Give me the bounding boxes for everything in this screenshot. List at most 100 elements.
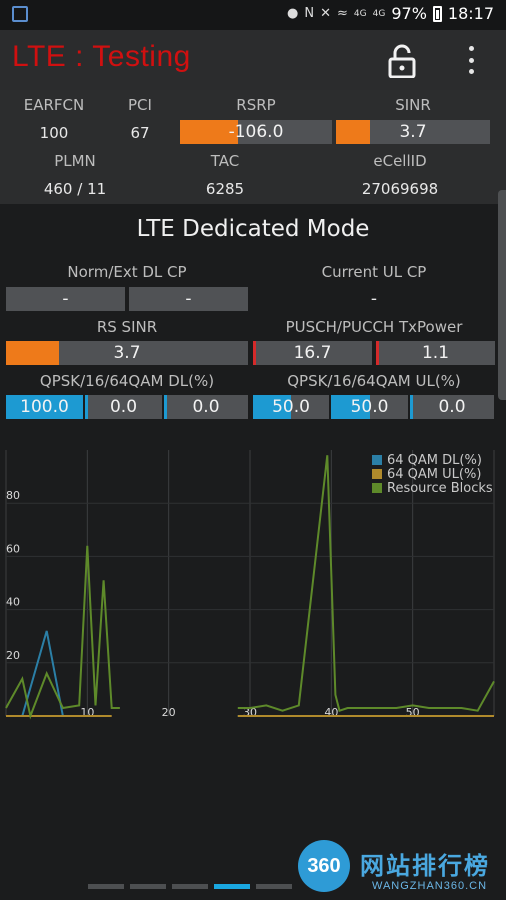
page-dot[interactable] — [88, 884, 124, 889]
x-tick-label: 20 — [162, 706, 176, 719]
y-tick-label: 20 — [6, 649, 20, 662]
page-dot[interactable] — [172, 884, 208, 889]
dl-qpsk-bar-fill — [6, 395, 83, 419]
nfc-icon: N — [304, 6, 315, 21]
series-line — [237, 455, 495, 712]
ul-qpsk-value: 50.0 — [272, 397, 310, 417]
unlock-icon[interactable] — [388, 44, 416, 78]
plmn-label: PLMN — [54, 152, 96, 170]
series-line — [5, 545, 120, 720]
page-dot[interactable] — [130, 884, 166, 889]
plmn-value: 460 / 11 — [43, 180, 107, 198]
more-vert-icon[interactable] — [462, 46, 480, 74]
tac-value: 6285 — [205, 180, 245, 198]
rs-sinr-bar-fill — [6, 341, 60, 365]
ul-64qam-value: 0.0 — [438, 397, 466, 417]
watermark-title: 网站排行榜 — [360, 853, 490, 880]
pucch-power-bar: 1.1 — [376, 341, 495, 365]
ul-64qam-bar: 0.0 — [410, 395, 494, 419]
dl-16qam-bar: 0.0 — [85, 395, 162, 419]
status-icons: ● N ✕ ≈ 4G 4G 97% 18:17 — [287, 4, 494, 23]
y-tick-label: 40 — [6, 596, 20, 609]
norm-ext-dl-cp-label: Norm/Ext DL CP — [67, 263, 187, 281]
current-ul-cp-label: Current UL CP — [321, 263, 427, 281]
norm-ext-value-2: - — [185, 289, 192, 309]
legend-swatch — [372, 469, 382, 479]
current-ul-cp-value: - — [370, 289, 378, 309]
pucch-marker — [376, 341, 379, 365]
ul-qpsk-bar-fill — [253, 395, 291, 419]
signal-4g-icon: 4G — [372, 8, 386, 19]
norm-ext-bar-2: - — [129, 287, 248, 311]
ul-64qam-marker — [410, 395, 413, 419]
dl-64qam-marker — [164, 395, 167, 419]
rs-sinr-label: RS SINR — [96, 318, 158, 336]
dl-16qam-value: 0.0 — [109, 397, 138, 417]
app-bar: LTE : Testing — [0, 30, 506, 90]
y-tick-label: 80 — [6, 489, 20, 502]
legend-entry: Resource Blocks — [387, 481, 493, 496]
legend-swatch — [372, 455, 382, 465]
dl-qpsk-bar: 100.0 — [6, 395, 83, 419]
throughput-chart: 20 40 60 80 10 20 30 40 50 64 QAM DL(%) 64 QAM UL(… — [0, 440, 506, 730]
ul-16qam-value: 50.0 — [350, 397, 389, 417]
watermark-subtitle: WANGZHAN360.CN — [372, 880, 488, 892]
rsrp-bar: -106.0 — [180, 120, 332, 144]
ecellid-label: eCellID — [373, 152, 427, 170]
dl-16qam-marker — [85, 395, 88, 419]
legend-entry: 64 QAM DL(%) — [387, 453, 482, 468]
sinr-value: 3.7 — [399, 122, 427, 142]
sinr-bar-fill — [336, 120, 370, 144]
y-tick-label: 60 — [6, 542, 20, 555]
pusch-marker — [253, 341, 256, 365]
dl-qpsk-value: 100.0 — [20, 397, 69, 417]
wifi-icon: ≈ — [337, 6, 348, 21]
earfcn-value: 100 — [39, 124, 69, 142]
earfcn-label: EARFCN — [23, 96, 85, 114]
battery-percent: 97% — [391, 4, 427, 23]
pci-value: 67 — [130, 124, 150, 142]
clock: 18:17 — [447, 4, 494, 23]
x-tick-label: 50 — [406, 706, 420, 719]
battery-icon — [432, 5, 442, 22]
x-tick-label: 40 — [324, 706, 338, 719]
page-indicator — [88, 884, 292, 889]
pci-label: PCI — [128, 96, 152, 114]
rs-sinr-bar: 3.7 — [6, 341, 248, 365]
page-dot[interactable] — [214, 884, 250, 889]
cell-info-panel: EARFCN PCI RSRP SINR 100 67 -106.0 3.7 P… — [0, 90, 506, 204]
pucch-power-value: 1.1 — [421, 343, 450, 363]
signal-4g-icon: 4G — [353, 8, 367, 19]
pusch-power-bar: 16.7 — [253, 341, 372, 365]
app-title: LTE : Testing — [12, 40, 191, 73]
tac-label: TAC — [210, 152, 240, 170]
dl-modulation-label: QPSK/16/64QAM DL(%) — [39, 372, 215, 390]
norm-ext-bar-1: - — [6, 287, 125, 311]
dl-64qam-bar: 0.0 — [164, 395, 248, 419]
pusch-power-value: 16.7 — [293, 343, 332, 363]
ul-qpsk-bar: 50.0 — [253, 395, 329, 419]
ul-modulation-label: QPSK/16/64QAM UL(%) — [287, 372, 461, 390]
status-bar: ● N ✕ ≈ 4G 4G 97% 18:17 — [0, 0, 506, 30]
norm-ext-value-1: - — [62, 289, 69, 309]
sinr-bar: 3.7 — [336, 120, 490, 144]
rs-sinr-value: 3.7 — [113, 343, 141, 363]
page-dot[interactable] — [256, 884, 292, 889]
legend-entry: 64 QAM UL(%) — [387, 467, 481, 482]
ecellid-value: 27069698 — [361, 180, 439, 198]
location-icon: ● — [287, 6, 299, 21]
rsrp-value: -106.0 — [228, 122, 284, 142]
scrollbar[interactable] — [498, 190, 506, 400]
ul-16qam-bar-fill — [331, 395, 370, 419]
watermark-logo: 360 — [298, 840, 350, 892]
sinr-label: SINR — [395, 96, 431, 114]
pusch-pucch-label: PUSCH/PUCCH TxPower — [285, 318, 463, 336]
rsrp-label: RSRP — [236, 96, 276, 114]
mute-icon: ✕ — [320, 6, 332, 21]
rsrp-bar-fill — [180, 120, 238, 144]
section-title: LTE Dedicated Mode — [136, 216, 370, 242]
app-notification-icon — [12, 6, 28, 22]
x-tick-label: 10 — [80, 706, 94, 719]
ul-16qam-bar: 50.0 — [331, 395, 408, 419]
